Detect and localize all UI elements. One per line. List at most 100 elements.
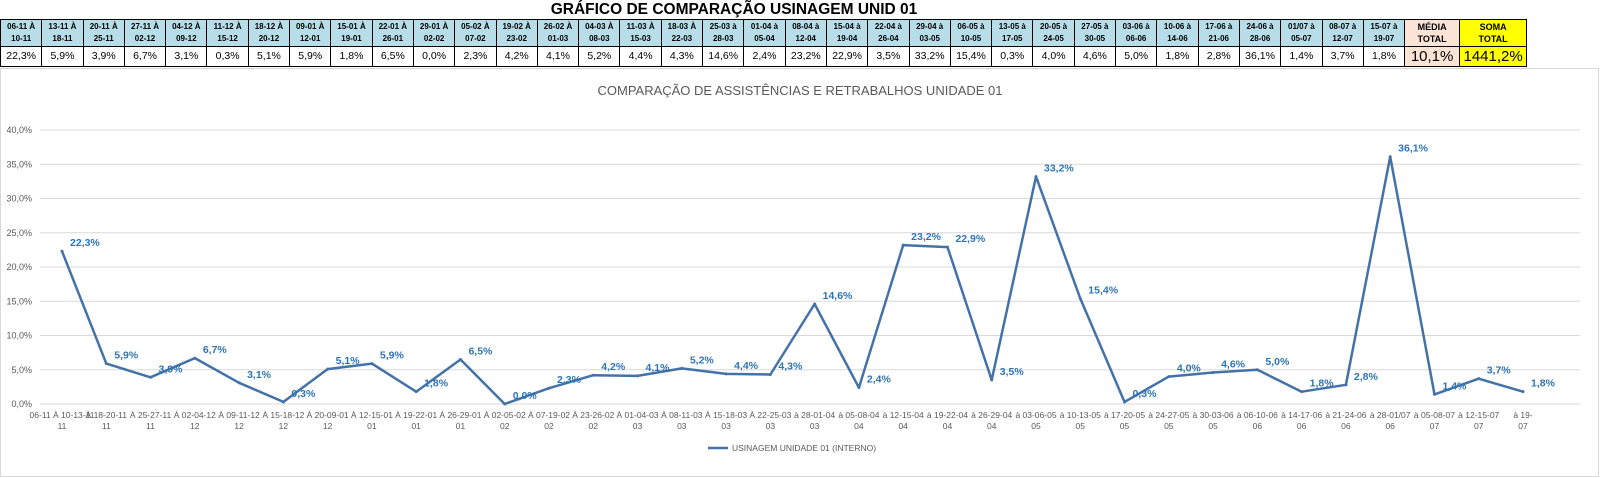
period-header-line: 06-05 à — [957, 22, 985, 31]
data-label: 0,3% — [1133, 388, 1158, 400]
period-header-line: 27-05 à — [1081, 22, 1109, 31]
period-header-line: 19-04 — [836, 34, 858, 43]
period-value: 3,1% — [165, 46, 208, 67]
data-label: 36,1% — [1398, 143, 1428, 155]
x-tick-label: À 02-05-02 — [484, 410, 526, 420]
data-point — [636, 374, 640, 378]
period-header-line: 24-05 — [1043, 34, 1064, 43]
y-tick-label: 30,0% — [6, 194, 32, 204]
series-line — [60, 155, 1524, 406]
x-tick-label: 05 — [1120, 421, 1130, 431]
period-header: 18-12 À 20-12 — [247, 19, 291, 47]
period-header: 10-06 à 14-06 — [1156, 19, 1199, 47]
data-label: 6,5% — [468, 345, 493, 357]
x-tick-label: À 07-19-02 — [528, 410, 570, 420]
x-tick-label: à 05-08-07 — [1414, 410, 1455, 420]
soma-total-value: 1441,2% — [1459, 46, 1528, 67]
period-header: 18-03 À 22-03 — [660, 19, 704, 47]
period-header-line: 29-04 à — [916, 22, 944, 31]
y-tick-label: 10,0% — [6, 331, 32, 341]
x-tick-label: 12 — [234, 421, 244, 431]
data-point — [149, 375, 153, 379]
x-tick-label: 06 — [1253, 421, 1263, 431]
period-header: 06-05 à 10-05 — [949, 19, 993, 47]
period-header-line: 06-06 — [1125, 34, 1147, 43]
data-point — [1477, 377, 1481, 381]
period-header: 03-06 à 06-06 — [1115, 19, 1158, 47]
period-header: 26-02 À 01-03 — [536, 19, 580, 47]
period-value: 4,3% — [660, 46, 704, 67]
period-header-line: 20-11 À — [89, 22, 118, 31]
period-header-line: 08-03 — [589, 34, 610, 43]
period-header-line: 12-01 — [299, 34, 321, 43]
data-point — [60, 249, 64, 253]
period-header-line: 18-11 — [52, 34, 73, 43]
period-header: 05-02 À 07-02 — [454, 19, 497, 47]
y-tick-label: 0,0% — [11, 399, 32, 409]
period-header-line: 26-01 — [382, 34, 404, 43]
period-header: 08-07 à 12-07 — [1321, 19, 1364, 47]
period-value: 1,8% — [1156, 46, 1199, 67]
period-header: 04-12 À 09-12 — [165, 19, 208, 47]
data-point — [1167, 375, 1171, 379]
period-header-line: 05-02 À — [461, 22, 490, 31]
period-header: 22-01 À 26-01 — [371, 19, 414, 47]
period-value: 36,1% — [1238, 46, 1282, 67]
period-value: 4,1% — [536, 46, 580, 67]
period-header-row: 06-11 À 10-11 13-11 À 18-11 20-11 À 25-11 27-1… — [0, 19, 1528, 47]
period-header-line: 20-12 — [258, 34, 280, 43]
period-value: 2,8% — [1197, 46, 1240, 67]
data-label: 22,9% — [955, 233, 985, 245]
period-header: 27-11 À 02-12 — [123, 19, 167, 47]
data-point — [1521, 390, 1525, 394]
period-header-line: 25-11 — [93, 34, 114, 43]
data-label: 3,5% — [1000, 366, 1025, 378]
period-header: 09-01 À 12-01 — [289, 19, 332, 47]
period-value: 6,5% — [371, 46, 414, 67]
period-header-line: 15-04 à — [833, 22, 861, 31]
period-header-line: 28-03 — [712, 34, 734, 43]
media-total-value: 10,1% — [1404, 46, 1461, 67]
data-point — [1432, 392, 1436, 396]
data-point — [1388, 155, 1392, 159]
x-tick-label: à 05-08-04 — [838, 410, 879, 420]
data-label: 0,0% — [513, 390, 538, 402]
period-header: 19-02 À 23-02 — [495, 19, 538, 47]
x-tick-label: à 28-01/07 — [1370, 410, 1411, 420]
period-header: 24-06 à 28-06 — [1238, 19, 1282, 47]
summary-table: 06-11 À 10-11 13-11 À 18-11 20-11 À 25-11 27-1… — [0, 19, 1528, 67]
period-value: 3,5% — [867, 46, 910, 67]
soma-total-header: SOMA TOTAL — [1459, 19, 1528, 47]
period-header: 25-03 à 28-03 — [702, 19, 745, 47]
chart-title: COMPARAÇÃO DE ASSISTÊNCIAS E RETRABALHOS… — [597, 83, 1002, 98]
data-label: 23,2% — [911, 231, 941, 243]
x-tick-label: 02 — [589, 421, 599, 431]
data-label: 1,8% — [1310, 378, 1335, 390]
data-label: 3,9% — [159, 363, 184, 375]
x-tick-label: 07 — [1518, 421, 1528, 431]
y-tick-label: 15,0% — [6, 296, 32, 306]
period-header: 01/07 à 05-07 — [1280, 19, 1323, 47]
x-tick-label: à 30-03-06 — [1193, 410, 1234, 420]
x-tick-label: 05 — [1076, 421, 1086, 431]
period-header-line: 13-05 à — [998, 22, 1026, 31]
x-tick-label: À 23-26-02 — [572, 410, 614, 420]
soma-total-header-line: TOTAL — [1478, 34, 1508, 44]
data-point — [237, 381, 241, 385]
period-header-line: 18-12 À — [254, 22, 284, 31]
x-tick-label: à 19- — [1513, 410, 1533, 420]
period-header-line: 11-12 À — [213, 22, 242, 31]
period-header-line: 20-05 à — [1040, 22, 1068, 31]
x-tick-label: 05 — [1208, 421, 1218, 431]
x-tick-label: 11 — [146, 421, 155, 431]
period-header-line: 28-06 — [1249, 34, 1271, 43]
period-header-line: 10-05 — [960, 34, 982, 43]
x-tick-label: à 10-13-05 — [1060, 410, 1101, 420]
data-point — [1034, 175, 1038, 179]
x-tick-label: 03 — [810, 421, 820, 431]
data-point — [547, 386, 551, 390]
period-header-line: 06-11 À — [7, 22, 36, 31]
data-point — [990, 378, 994, 382]
x-tick-label: 06 — [1341, 421, 1351, 431]
x-tick-label: à 03-06-05 — [1015, 410, 1056, 420]
